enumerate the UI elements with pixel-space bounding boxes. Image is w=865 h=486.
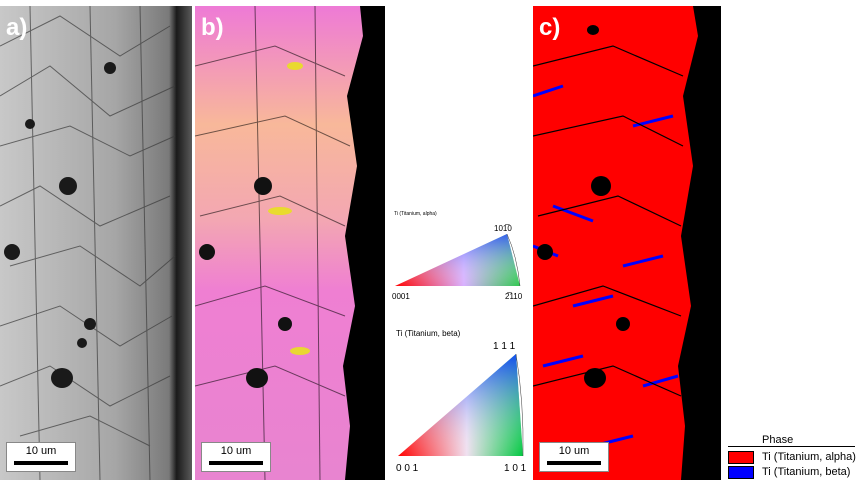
panel-c-scalebar: 10 um [539,442,609,472]
panel-b-scalebar: 10 um [201,442,271,472]
ipf-alpha-triangle [395,233,521,287]
ipf-beta-corner-left: 0 0 1 [396,463,419,474]
panel-b-ipf-map: b) 10 um [195,6,385,480]
pores [4,62,116,388]
legend-title: Phase [762,434,794,446]
scalebar-text: 10 um [25,445,57,457]
ipf-alpha-corner-right: 2̅110 [505,292,523,301]
panel-a-scalebar: 10 um [6,442,76,472]
scalebar-line [14,461,68,465]
legend-swatch-beta [728,466,754,479]
ipf-beta-corner-top: 1 1 1 [493,341,516,352]
panel-a-sem-image: a) 10 um [0,6,192,480]
pores [537,25,630,388]
sem-micrograph [0,6,192,480]
scalebar-line [547,461,601,465]
ipf-alpha-corner-left: 0001 [392,292,410,301]
panel-c-label: c) [539,14,561,41]
panel-a-label: a) [6,14,28,41]
panel-b-label: b) [201,14,224,41]
ipf-beta-triangle [398,353,524,457]
ipf-orientation-map [195,6,385,480]
scalebar-line [209,461,263,465]
ipf-alpha-title: Ti (Titanium, alpha) [394,211,437,217]
ipf-beta-title: Ti (Titanium, beta) [396,329,461,338]
phase-map [533,6,721,480]
panel-c-phase-map: c) 10 um [533,6,721,480]
legend-swatch-alpha [728,451,754,464]
scalebar-text: 10 um [558,445,590,457]
ipf-alpha-corner-top: 101̅0 [494,224,512,233]
legend-label-beta: Ti (Titanium, beta) [762,466,851,478]
pores [199,177,292,388]
ipf-beta-corner-right: 1 0 1 [504,463,527,474]
legend-label-alpha: Ti (Titanium, alpha) [762,451,856,463]
legend-divider [728,446,855,447]
scalebar-text: 10 um [220,445,252,457]
